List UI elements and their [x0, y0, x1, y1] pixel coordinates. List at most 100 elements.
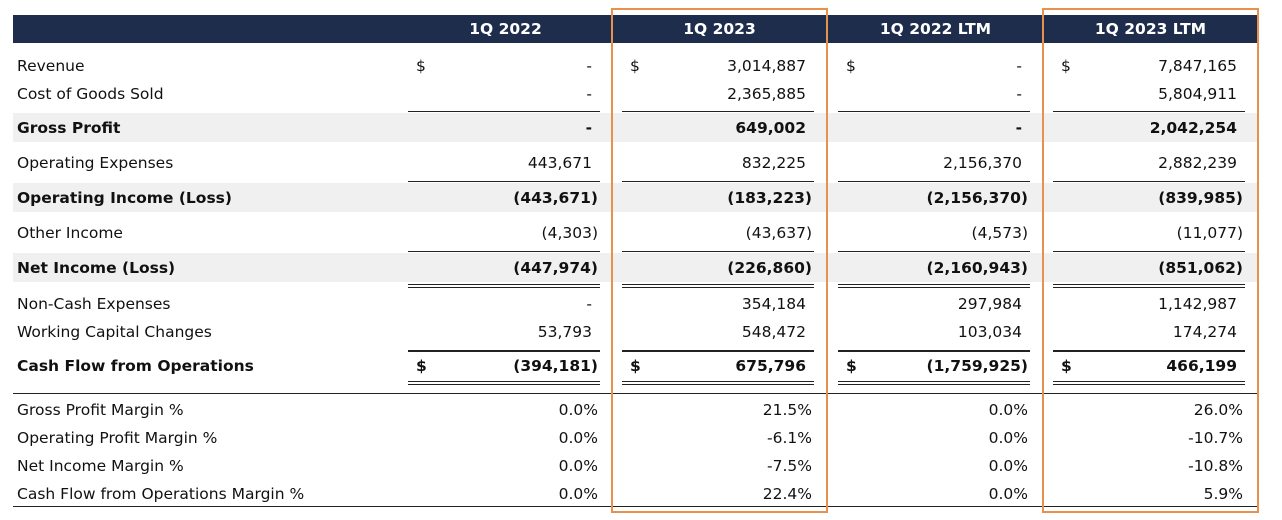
cell-value: 0.0% — [988, 457, 1028, 475]
topline — [838, 351, 1030, 352]
row-shade — [13, 183, 1258, 212]
cell-value: 26.0% — [1193, 401, 1243, 419]
double-underline — [1053, 381, 1245, 382]
currency-sign: $ — [630, 57, 640, 75]
cell-value: 548,472 — [741, 323, 806, 341]
double-underline — [1053, 284, 1245, 285]
double-underline — [622, 284, 814, 285]
cell-value: 0.0% — [988, 429, 1028, 447]
currency-sign: $ — [846, 57, 856, 75]
cell-value: 675,796 — [735, 357, 806, 375]
cell-value: 297,984 — [957, 295, 1022, 313]
cell-value: -6.1% — [767, 429, 812, 447]
highlight-box — [611, 8, 828, 513]
topline — [622, 351, 814, 352]
row-label: Operating Profit Margin % — [17, 429, 218, 447]
column-header: 1Q 2023 LTM — [1094, 20, 1207, 38]
row-shade — [13, 113, 1258, 142]
cell-value: (394,181) — [513, 357, 598, 375]
highlight-box — [1042, 8, 1259, 513]
cell-value: - — [586, 85, 592, 103]
cell-value: 2,042,254 — [1149, 119, 1237, 137]
cell-value: 0.0% — [558, 485, 598, 503]
row-label: Operating Income (Loss) — [17, 189, 232, 207]
underline — [838, 251, 1030, 252]
cell-value: 2,365,885 — [727, 85, 806, 103]
cell-value: - — [586, 295, 592, 313]
cell-value: (851,062) — [1158, 259, 1243, 277]
row-label: Cost of Goods Sold — [17, 85, 164, 103]
row-shade — [13, 253, 1258, 282]
currency-sign: $ — [416, 57, 426, 75]
cell-value: 21.5% — [762, 401, 812, 419]
currency-sign: $ — [1061, 57, 1071, 75]
cell-value: 53,793 — [537, 323, 592, 341]
row-label: Gross Profit Margin % — [17, 401, 184, 419]
cell-value: - — [1016, 85, 1022, 103]
row-label: Net Income (Loss) — [17, 259, 176, 277]
cell-value: - — [586, 57, 592, 75]
underline — [408, 111, 600, 112]
cell-value: (4,573) — [971, 224, 1028, 242]
row-label: Other Income — [17, 224, 123, 242]
cell-value: 22.4% — [762, 485, 812, 503]
cell-value: 5,804,911 — [1158, 85, 1237, 103]
cell-value: (183,223) — [727, 189, 812, 207]
double-underline — [838, 287, 1030, 288]
currency-sign: $ — [630, 357, 641, 375]
column-header: 1Q 2023 — [683, 20, 756, 38]
cell-value: 0.0% — [988, 485, 1028, 503]
topline — [408, 351, 600, 352]
double-underline — [408, 384, 600, 385]
cell-value: 7,847,165 — [1158, 57, 1237, 75]
cell-value: 0.0% — [558, 401, 598, 419]
cell-value: - — [1016, 57, 1022, 75]
cell-value: 2,882,239 — [1158, 154, 1237, 172]
row-label: Cash Flow from Operations Margin % — [17, 485, 305, 503]
row-label: Gross Profit — [17, 119, 121, 137]
underline — [1053, 251, 1245, 252]
cell-value: 174,274 — [1172, 323, 1237, 341]
underline — [622, 181, 814, 182]
cell-value: 0.0% — [558, 457, 598, 475]
cell-value: 3,014,887 — [727, 57, 806, 75]
underline — [838, 350, 1030, 351]
row-label: Cash Flow from Operations — [17, 357, 254, 375]
currency-sign: $ — [846, 357, 857, 375]
cell-value: (1,759,925) — [926, 357, 1028, 375]
cell-value: 2,156,370 — [943, 154, 1022, 172]
column-header: 1Q 2022 — [469, 20, 542, 38]
cell-value: (2,156,370) — [926, 189, 1028, 207]
cell-value: - — [585, 119, 592, 137]
cell-value: 1,142,987 — [1158, 295, 1237, 313]
underline — [1053, 181, 1245, 182]
cell-value: 103,034 — [957, 323, 1022, 341]
cell-value: (447,974) — [513, 259, 598, 277]
cell-value: (4,303) — [541, 224, 598, 242]
underline — [622, 350, 814, 351]
double-underline — [838, 384, 1030, 385]
underline — [408, 181, 600, 182]
row-label: Net Income Margin % — [17, 457, 184, 475]
cell-value: (839,985) — [1158, 189, 1243, 207]
cell-value: (11,077) — [1176, 224, 1243, 242]
cell-value: 466,199 — [1166, 357, 1237, 375]
currency-sign: $ — [1061, 357, 1072, 375]
cell-value: 443,671 — [527, 154, 592, 172]
double-underline — [408, 381, 600, 382]
divider — [13, 393, 1258, 394]
double-underline — [622, 381, 814, 382]
bottom-border — [13, 506, 1258, 507]
double-underline — [838, 381, 1030, 382]
cell-value: (2,160,943) — [926, 259, 1028, 277]
double-underline — [1053, 384, 1245, 385]
column-header: 1Q 2022 LTM — [879, 20, 992, 38]
header-band — [13, 15, 1258, 43]
row-label: Non-Cash Expenses — [17, 295, 171, 313]
double-underline — [838, 284, 1030, 285]
underline — [622, 251, 814, 252]
cell-value: -10.7% — [1188, 429, 1243, 447]
underline — [622, 111, 814, 112]
cell-value: 354,184 — [741, 295, 806, 313]
